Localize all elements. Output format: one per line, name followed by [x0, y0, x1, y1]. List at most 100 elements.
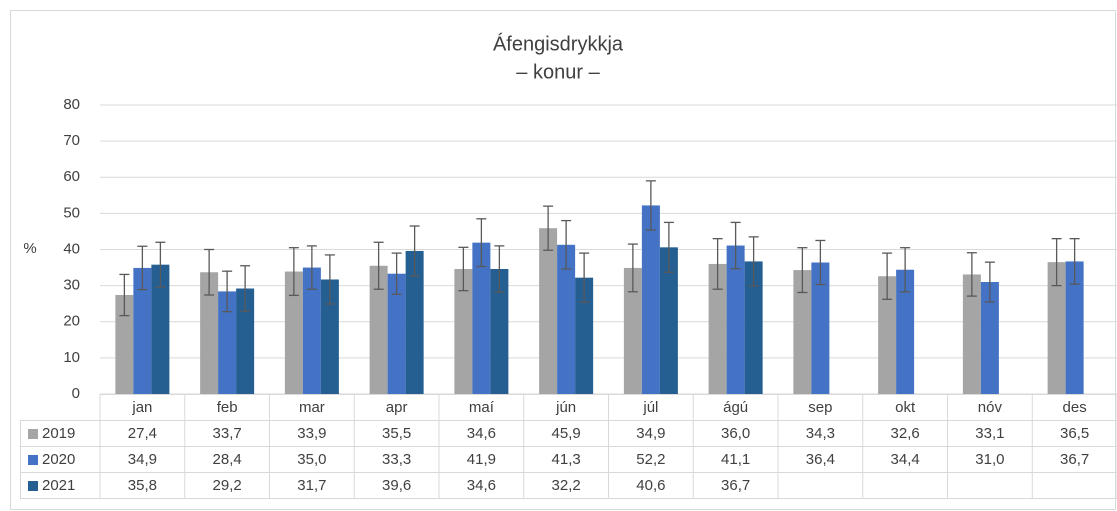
table-cell: 36,0: [721, 425, 750, 442]
bar: [811, 262, 830, 394]
table-cell: 36,7: [721, 477, 750, 494]
error-bar: [748, 236, 759, 287]
bar: [726, 245, 745, 394]
x-tick-label: ágú: [723, 399, 748, 416]
x-tick-label: apr: [386, 399, 408, 416]
error-bar: [627, 243, 638, 293]
error-bar: [288, 247, 299, 297]
table-cell: 33,9: [297, 425, 326, 442]
bar: [896, 269, 915, 394]
bar: [575, 277, 594, 394]
error-bar: [900, 247, 911, 293]
y-tick-label: 50: [63, 204, 80, 221]
chart-subtitle: – konur –: [516, 61, 600, 83]
error-bar: [815, 239, 826, 286]
chart-title: Áfengisdrykkja: [493, 32, 624, 55]
error-bar: [543, 205, 554, 251]
legend-swatch: [28, 455, 38, 465]
table-cell: 41,3: [552, 451, 581, 468]
x-tick-label: des: [1063, 399, 1087, 416]
bar: [962, 274, 981, 394]
bar: [878, 276, 897, 394]
table-cell: 36,4: [806, 451, 835, 468]
x-tick-label: mar: [299, 399, 325, 416]
table-cell: 32,2: [552, 477, 581, 494]
error-bar: [984, 261, 995, 303]
bar: [405, 250, 424, 394]
error-bar: [409, 225, 420, 277]
table-cell: 29,2: [213, 477, 242, 494]
table-cell: 35,8: [128, 477, 157, 494]
bar: [623, 267, 642, 394]
table-cell: 41,1: [721, 451, 750, 468]
bar: [1065, 261, 1084, 394]
table-cell: 41,9: [467, 451, 496, 468]
table-cell: 39,6: [382, 477, 411, 494]
x-tick-label: jún: [555, 399, 576, 416]
error-bar: [561, 219, 572, 270]
error-bar: [476, 218, 487, 268]
error-bar: [663, 221, 674, 273]
y-tick-label: 70: [63, 132, 80, 149]
x-tick-label: nóv: [978, 399, 1003, 416]
error-bar: [222, 270, 233, 313]
bar: [490, 269, 509, 394]
error-bar: [458, 246, 469, 292]
error-bar: [645, 180, 656, 231]
error-bar: [966, 252, 977, 297]
table-cell: 34,9: [128, 451, 157, 468]
table-cell: 34,6: [467, 425, 496, 442]
table-cell: 35,0: [297, 451, 326, 468]
table-cell: 52,2: [636, 451, 665, 468]
table-cell: 31,0: [975, 451, 1004, 468]
y-axis-label: %: [23, 240, 36, 257]
table-cell: 36,7: [1060, 451, 1089, 468]
bar: [1047, 262, 1066, 394]
table-cell: 33,3: [382, 451, 411, 468]
error-bar: [137, 245, 148, 291]
x-tick-label: júl: [642, 399, 658, 416]
table-cell: 34,6: [467, 477, 496, 494]
y-tick-label: 60: [63, 168, 80, 185]
legend-label: 2019: [42, 425, 75, 442]
table-cell: 35,5: [382, 425, 411, 442]
error-bar: [882, 252, 893, 301]
x-tick-label: sep: [808, 399, 832, 416]
error-bar: [155, 241, 166, 288]
error-bar: [1069, 238, 1080, 285]
x-tick-label: feb: [217, 399, 238, 416]
table-cell: 32,6: [891, 425, 920, 442]
table-cell: 40,6: [636, 477, 665, 494]
bar: [302, 267, 321, 394]
error-bar: [373, 241, 384, 290]
bar: [539, 228, 558, 394]
error-bar: [204, 248, 215, 296]
legend-label: 2021: [42, 477, 75, 494]
table-cell: 33,1: [975, 425, 1004, 442]
bar: [659, 247, 678, 394]
error-bar: [730, 221, 741, 270]
error-bar: [494, 245, 505, 293]
x-tick-label: okt: [895, 399, 916, 416]
table-cell: 45,9: [552, 425, 581, 442]
table-cell: 31,7: [297, 477, 326, 494]
bar: [387, 273, 406, 394]
bar: [557, 244, 576, 394]
bar: [793, 270, 812, 394]
bar: [218, 291, 237, 394]
y-tick-label: 0: [72, 385, 80, 402]
table-cell: 36,5: [1060, 425, 1089, 442]
error-bar: [391, 252, 402, 295]
error-bar: [579, 252, 590, 303]
error-bar: [119, 273, 130, 317]
bar: [236, 288, 255, 394]
legend-label: 2020: [42, 451, 75, 468]
table-cell: 34,9: [636, 425, 665, 442]
x-tick-label: jan: [131, 399, 152, 416]
bar: [454, 269, 473, 394]
table-cell: 34,3: [806, 425, 835, 442]
y-tick-label: 40: [63, 240, 80, 257]
bar: [472, 242, 491, 394]
